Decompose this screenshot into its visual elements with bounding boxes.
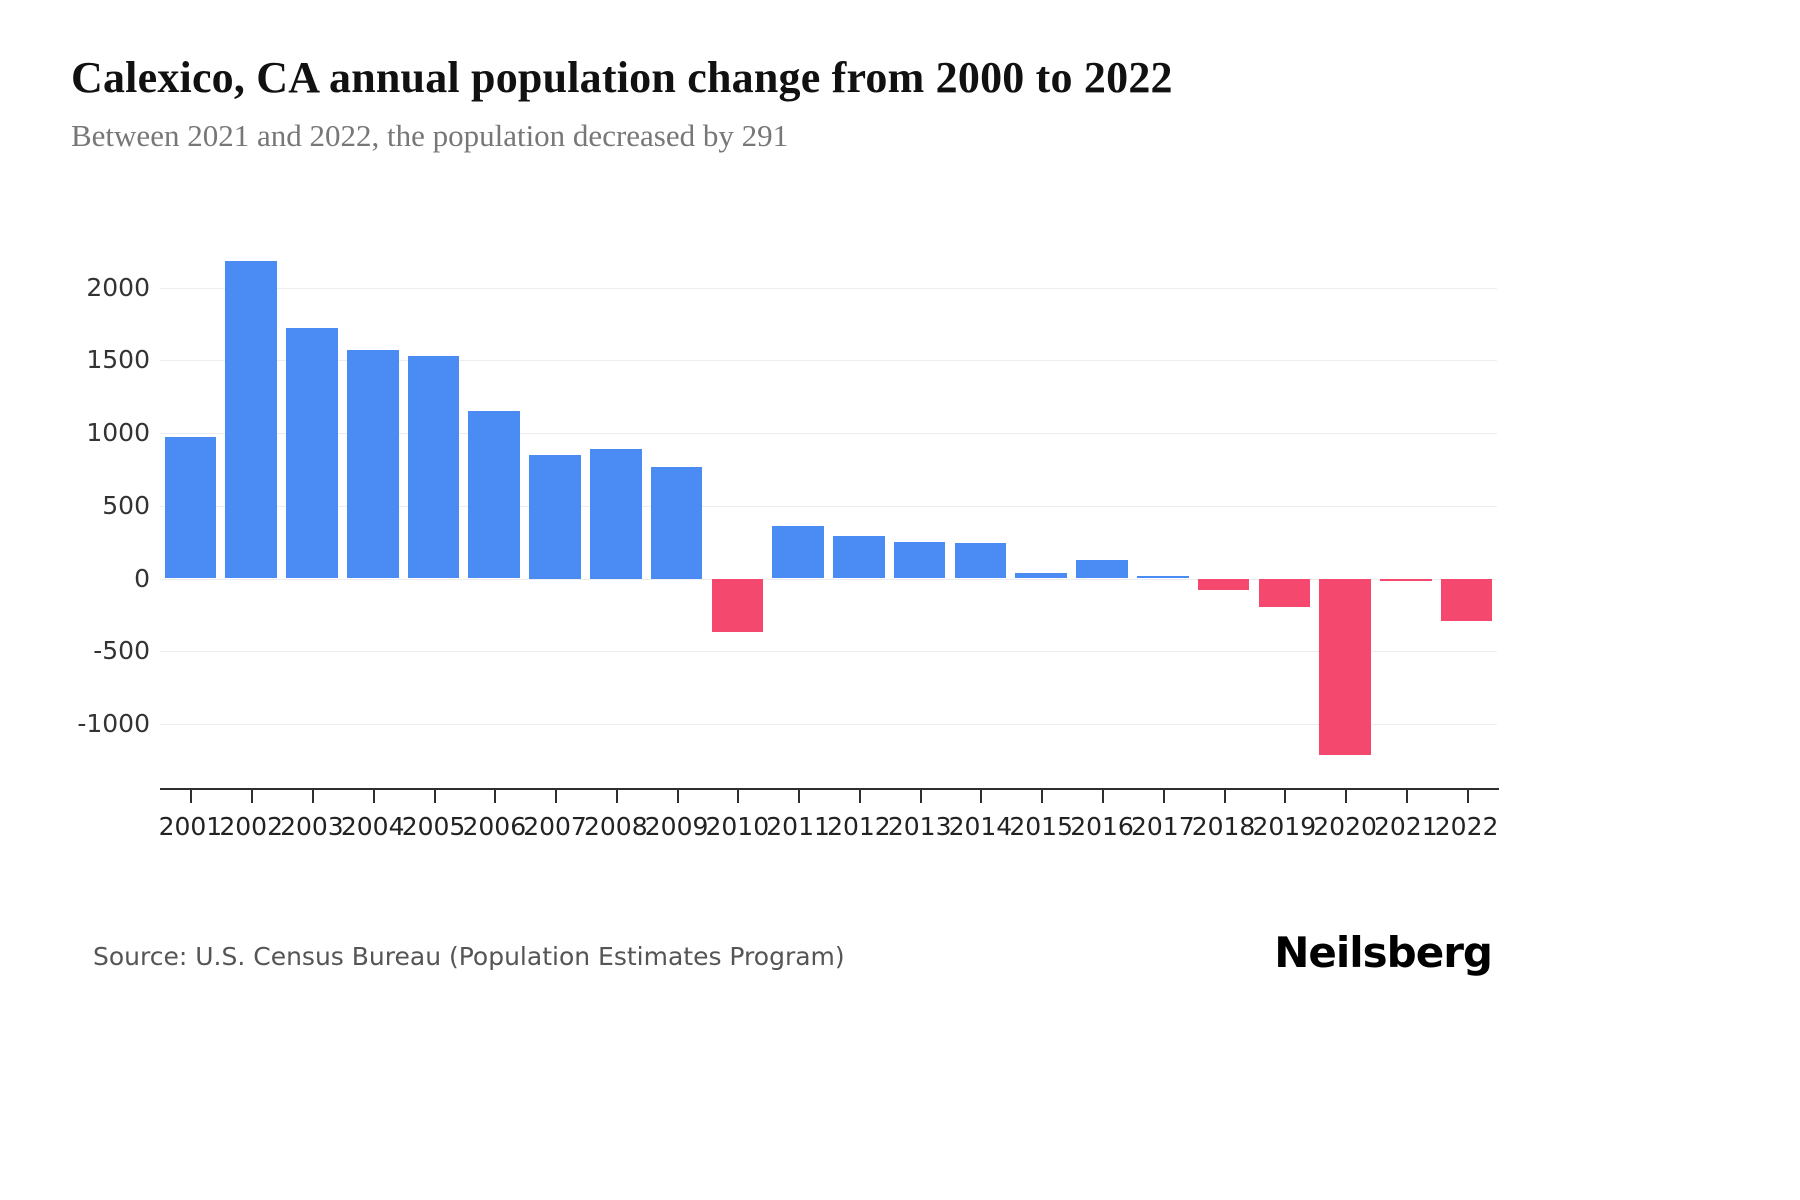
bar-2008	[590, 449, 642, 579]
gridline	[160, 505, 1497, 507]
x-tick	[615, 790, 618, 803]
x-tick-label: 2021	[1373, 812, 1438, 841]
chart-title: Calexico, CA annual population change fr…	[71, 53, 1173, 102]
x-tick-label: 2008	[583, 812, 648, 841]
x-tick-label: 2010	[705, 812, 770, 841]
x-tick-label: 2014	[948, 812, 1013, 841]
x-tick	[1405, 790, 1408, 803]
bar-2016	[1076, 559, 1128, 579]
x-tick-label: 2013	[887, 812, 952, 841]
x-tick	[372, 790, 375, 803]
bar-2003	[286, 328, 338, 579]
bar-2020	[1319, 578, 1371, 756]
bar-2012	[833, 536, 885, 579]
x-tick	[676, 790, 679, 803]
x-tick-label: 2020	[1313, 812, 1377, 841]
x-tick	[1041, 790, 1044, 803]
x-tick-label: 2012	[827, 812, 891, 841]
gridline	[160, 578, 1497, 580]
x-tick	[798, 790, 801, 803]
brand-logo: Neilsberg	[1274, 928, 1493, 977]
x-tick-label: 2006	[462, 812, 527, 841]
x-tick-label: 2003	[280, 812, 344, 841]
bar-2006	[468, 411, 521, 579]
x-tick-label: 2017	[1130, 812, 1195, 841]
x-tick-label: 2005	[401, 812, 466, 841]
bar-2001	[164, 437, 217, 579]
x-tick-label: 2015	[1009, 812, 1073, 841]
x-tick-label: 2019	[1252, 812, 1317, 841]
x-tick	[1102, 790, 1104, 803]
bar-2009	[650, 466, 703, 579]
x-tick	[251, 790, 254, 803]
source-text: Source: U.S. Census Bureau (Population E…	[93, 942, 845, 971]
x-tick	[494, 790, 497, 803]
bar-2017	[1136, 576, 1189, 579]
bar-2010	[711, 578, 764, 633]
bar-2018	[1197, 578, 1250, 591]
y-tick-label: -1000	[77, 709, 150, 738]
y-tick-label: 2000	[86, 272, 150, 302]
x-tick	[1223, 790, 1226, 803]
bar-2022	[1440, 578, 1493, 621]
gridline	[160, 651, 1497, 653]
y-tick-label: 1000	[86, 418, 150, 447]
gridline	[160, 433, 1497, 434]
bar-2007	[529, 454, 581, 579]
x-tick-label: 2009	[644, 812, 709, 841]
y-tick-label: -500	[93, 636, 150, 666]
x-tick	[190, 790, 193, 803]
x-axis-labels: 2001 2002 2003 2004 2005 2006 2007 2008 2009 2010…	[159, 812, 1499, 846]
bar-2019	[1258, 578, 1311, 607]
x-tick	[858, 790, 861, 803]
x-tick-label: 2002	[219, 812, 283, 841]
bar-2011	[772, 526, 824, 579]
x-tick-label: 2011	[766, 812, 830, 841]
x-tick	[1284, 790, 1287, 803]
x-tick-label: 2004	[340, 812, 405, 841]
x-tick	[311, 790, 314, 803]
bar-2014	[954, 542, 1007, 579]
bar-2015	[1015, 573, 1068, 579]
x-tick	[980, 790, 983, 803]
x-tick-label: 2022	[1434, 812, 1499, 841]
x-tick-label: 2018	[1191, 812, 1256, 841]
bar-2021	[1380, 578, 1432, 581]
x-tick	[1162, 790, 1165, 803]
gridline	[160, 287, 1497, 289]
chart-subtitle: Between 2021 and 2022, the population de…	[71, 118, 789, 153]
x-tick-label: 2001	[158, 812, 223, 841]
x-tick	[1466, 790, 1469, 803]
gridline	[160, 360, 1497, 362]
x-tick-label: 2007	[523, 812, 587, 841]
gridline	[160, 724, 1497, 725]
x-tick	[919, 790, 922, 803]
y-tick-label: 0	[134, 563, 150, 593]
x-tick	[1345, 790, 1348, 803]
x-axis-line	[160, 788, 1499, 790]
x-tick	[555, 790, 557, 803]
bar-2013	[893, 542, 946, 579]
x-tick	[433, 790, 436, 803]
x-axis-ticks	[160, 790, 1497, 806]
y-axis-labels: 2000 1500 1000 500 0 -500 -1000	[40, 225, 150, 788]
bar-2005	[407, 355, 460, 579]
y-tick-label: 1500	[86, 345, 150, 375]
plot-area	[160, 225, 1497, 788]
y-tick-label: 500	[102, 490, 150, 520]
x-tick-label: 2016	[1070, 812, 1134, 841]
bar-2004	[346, 350, 399, 579]
bar-2002	[225, 261, 277, 579]
x-tick	[737, 790, 740, 803]
